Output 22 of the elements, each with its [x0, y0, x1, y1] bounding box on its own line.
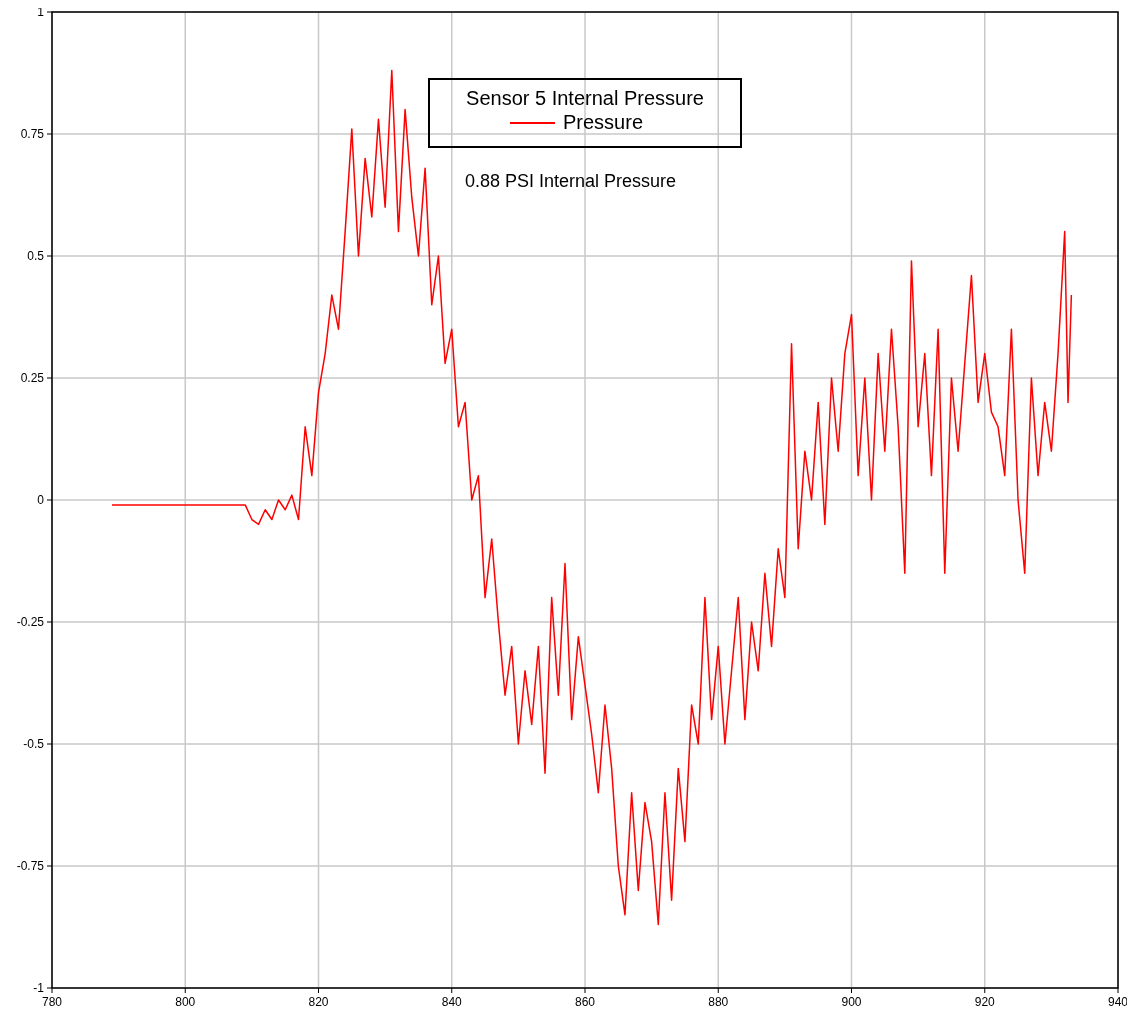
annotation: 0.88 PSI Internal Pressure — [465, 171, 677, 191]
y-tick-label: -1 — [33, 981, 45, 996]
x-tick-label: 940 — [1107, 995, 1129, 1009]
y-tick-label: -0.25 — [16, 615, 45, 630]
y-tick-label: 0.75 — [20, 127, 45, 142]
x-tick-label: 840 — [441, 995, 463, 1009]
x-tick-label: 820 — [308, 995, 329, 1009]
x-tick-label: 780 — [41, 995, 63, 1009]
x-tick-label: 880 — [708, 995, 729, 1009]
line-series — [111, 69, 1073, 926]
y-tick-label: 0.5 — [27, 249, 45, 264]
x-tick-label: 920 — [974, 995, 996, 1009]
y-tick-label: 0.25 — [20, 371, 45, 386]
y-tick-label: 1 — [37, 5, 45, 20]
y-tick-label: -0.5 — [23, 737, 45, 752]
legend-title: Sensor 5 Internal Pressure — [466, 87, 704, 109]
x-tick-label: 800 — [175, 995, 196, 1009]
x-tick-label: 900 — [841, 995, 862, 1009]
legend-label: Pressure — [563, 111, 644, 133]
x-tick-label: 860 — [574, 995, 596, 1009]
y-tick-label: -0.75 — [16, 859, 45, 874]
y-tick-label: 0 — [37, 493, 45, 508]
